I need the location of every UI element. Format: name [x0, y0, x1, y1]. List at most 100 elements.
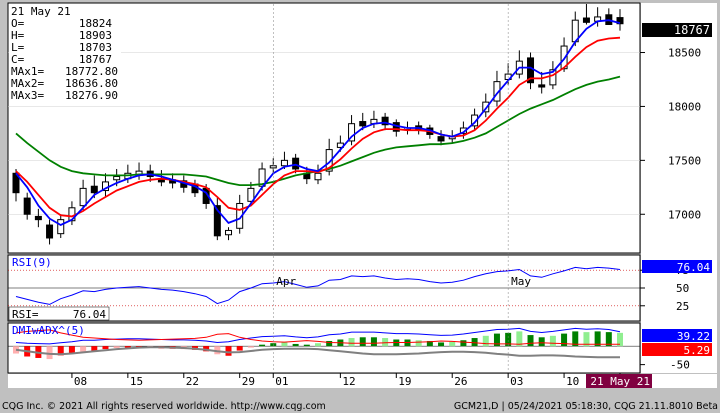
- dmi-bar: [617, 332, 623, 347]
- candle-body: [57, 219, 65, 235]
- candle-body: [616, 17, 624, 25]
- dmi-bar: [315, 343, 321, 347]
- rsi-tag: 76.04: [677, 261, 710, 274]
- dmi-bar: [68, 346, 75, 354]
- dmi-bar: [91, 346, 98, 351]
- dmi-bar: [482, 335, 489, 347]
- price-tick-label: 18500: [668, 47, 701, 60]
- candle-body: [314, 172, 322, 181]
- dmi-bar: [426, 340, 433, 347]
- dmi-bar: [102, 346, 109, 350]
- rsi-tick-label: 50: [676, 282, 689, 295]
- rsi-readout-label: RSI=: [12, 308, 39, 321]
- dmi-bar: [203, 346, 210, 352]
- x-axis-strip: [8, 374, 717, 388]
- candle-body: [348, 123, 356, 142]
- candle-body: [46, 224, 54, 239]
- x-tick-label: 10: [566, 375, 579, 388]
- x-axis-current-bg: [586, 374, 652, 388]
- dmi-bar: [370, 337, 377, 347]
- dmi-bar: [516, 331, 523, 347]
- dmi-bar: [471, 338, 478, 347]
- price-readout-bg: [9, 4, 121, 100]
- readout-label-h: H=: [11, 29, 25, 42]
- readout-label-c: C=: [11, 53, 25, 66]
- dmi-adx-line: [15, 346, 620, 359]
- dmi-tag1: 39.22: [677, 330, 710, 343]
- x-tick-label: 19: [398, 375, 411, 388]
- dmi-bar: [236, 346, 243, 351]
- readout-value-ma1: 18772.80: [65, 65, 118, 78]
- x-month-label: Apr: [276, 275, 296, 288]
- candle-body: [90, 185, 98, 194]
- dmi-bar: [348, 338, 355, 347]
- dmi-bar: [259, 344, 266, 347]
- candle-body: [549, 69, 557, 86]
- candle-body: [79, 187, 87, 207]
- readout-value-h: 18903: [79, 29, 112, 42]
- readout-value-l: 18703: [79, 41, 112, 54]
- last-price-tag-bg: [642, 23, 712, 37]
- dmi-bar: [460, 340, 467, 347]
- x-tick-label: 03: [510, 375, 523, 388]
- dmi-bar: [247, 346, 254, 348]
- dmi-di-minus-line: [15, 329, 620, 345]
- dmi-tag2-bg: [642, 343, 712, 356]
- dmi-bar: [214, 346, 221, 355]
- readout-label-ma3: MAx3=: [11, 89, 44, 102]
- dmi-bar: [527, 335, 534, 347]
- rsi-readout-value: 76.04: [73, 308, 106, 321]
- candle-body: [12, 172, 20, 194]
- dmi-bar: [57, 346, 64, 356]
- candle-body: [280, 159, 288, 167]
- readout-value-ma2: 18636.80: [65, 77, 118, 90]
- x-tick-label: 01: [275, 375, 288, 388]
- dmi-bar: [415, 340, 422, 347]
- dmi-bar: [281, 342, 288, 347]
- dmi-bar: [561, 333, 568, 347]
- candle-body: [292, 157, 300, 170]
- rsi-line: [15, 266, 621, 305]
- candle-body: [482, 101, 490, 113]
- dmi-bar: [80, 346, 87, 352]
- dmi-tag2: 5.29: [684, 344, 711, 357]
- price-readout: 21 May 21 O= 18824 H= 18903 L= 18703 C= …: [9, 4, 121, 102]
- x-tick-label: 08: [74, 375, 87, 388]
- candle-body: [381, 116, 389, 126]
- dmi-bar: [505, 332, 512, 347]
- x-month-label: May: [511, 275, 531, 288]
- dmi-bar: [572, 331, 579, 347]
- dmi-bar: [605, 332, 612, 347]
- dmi-bar: [113, 346, 120, 348]
- candle-body: [437, 136, 445, 142]
- candle-body: [34, 215, 42, 221]
- dmi-bar: [46, 346, 53, 360]
- rsi-tag-bg: [642, 260, 712, 273]
- dmi-bar: [583, 332, 590, 347]
- series-line-ma2: [15, 36, 621, 218]
- candle-body: [247, 187, 255, 202]
- dmi-bar: [438, 342, 445, 347]
- rsi-title: RSI(9): [12, 256, 52, 269]
- readout-label-l: L=: [11, 41, 25, 54]
- price-tick-label: 17500: [668, 154, 701, 167]
- candle-body: [582, 17, 590, 23]
- dmi-bar: [303, 344, 310, 347]
- dmi-bar: [449, 341, 456, 347]
- candle-body: [113, 176, 121, 181]
- candle-body: [225, 229, 233, 236]
- footer-symbol-info: GCM21,D | 05/24/2021 05:18:30, CQG 21.11…: [454, 401, 718, 412]
- readout-value-c: 18767: [79, 53, 112, 66]
- x-tick-label: 12: [342, 375, 355, 388]
- dmi-bar: [382, 338, 389, 347]
- dmi-bar: [493, 333, 500, 347]
- right-axis-strip: [641, 3, 717, 373]
- candle-body: [538, 84, 546, 88]
- grid-layer: [8, 52, 640, 347]
- dmi-tag1-bg: [642, 329, 712, 342]
- rsi-layer: [15, 266, 621, 305]
- rsi-tick-label: 25: [676, 300, 689, 313]
- dmi-tick-label: -50: [670, 359, 690, 372]
- candle-body: [269, 165, 277, 169]
